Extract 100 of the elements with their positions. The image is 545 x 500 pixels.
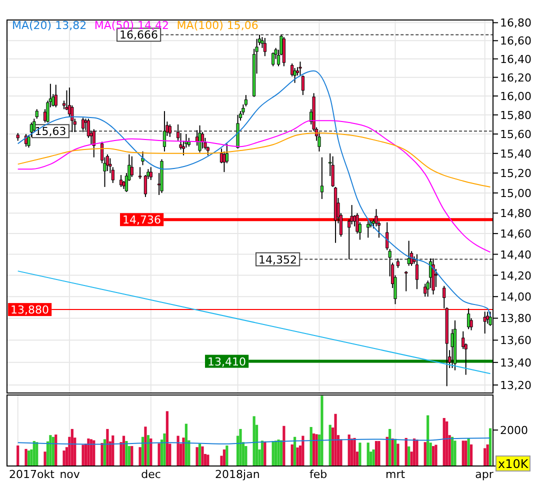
- bar: [49, 435, 52, 466]
- candlestick: [467, 308, 470, 330]
- candlestick: [320, 156, 324, 200]
- bar: [239, 428, 242, 466]
- y-tick-label: 14,60: [500, 228, 532, 241]
- candlestick: [198, 124, 202, 153]
- bar: [141, 436, 144, 466]
- bar: [470, 444, 473, 466]
- x-tick-label: 2017okt: [9, 468, 56, 481]
- y-tick-label: 16,20: [500, 71, 532, 84]
- candlestick: [65, 90, 68, 111]
- bar: [442, 418, 446, 466]
- bar: [264, 441, 266, 466]
- bar: [450, 436, 454, 466]
- bar: [106, 428, 109, 466]
- x-tick-label: nov: [60, 468, 80, 481]
- bar: [52, 436, 54, 466]
- bar: [274, 440, 278, 466]
- bar: [348, 434, 350, 466]
- y-tick-label: 16,60: [500, 34, 532, 48]
- y-tick-label: 13,80: [500, 312, 532, 326]
- text: MA(20) 13,82: [12, 19, 87, 32]
- candlestick: [407, 240, 410, 266]
- candlestick: [366, 220, 370, 238]
- bar: [87, 438, 90, 466]
- bar: [353, 438, 356, 466]
- bar: [163, 433, 166, 466]
- bar: [378, 441, 380, 466]
- candlestick: [141, 150, 144, 166]
- bar: [467, 438, 470, 466]
- bar: [70, 428, 74, 466]
- candlestick: [293, 68, 296, 84]
- candlestick: [424, 283, 427, 298]
- candlestick: [282, 36, 286, 67]
- y-tick-label: 13,20: [500, 379, 532, 392]
- bar: [386, 436, 388, 466]
- candlestick: [81, 117, 85, 133]
- x-tick-label: mrt: [386, 468, 406, 481]
- candlestick: [162, 110, 166, 152]
- bar: [32, 441, 36, 466]
- ref-line-label: 13,880: [10, 304, 50, 317]
- candlestick: [92, 128, 96, 158]
- ref-line-label: 14,352: [258, 253, 298, 266]
- bar: [374, 441, 378, 466]
- bar: [24, 448, 28, 466]
- bar: [446, 421, 448, 466]
- candlestick: [415, 254, 419, 290]
- y-tick-label: 14,40: [500, 248, 532, 262]
- bar: [201, 446, 204, 466]
- bar: [484, 448, 486, 466]
- bar: [36, 442, 38, 466]
- ref-line-label: 16,666: [120, 28, 158, 42]
- bar: [334, 414, 337, 466]
- bar: [198, 444, 202, 466]
- y-axis-title: x10K: [498, 457, 530, 471]
- candlestick: [138, 166, 142, 180]
- bar: [488, 428, 492, 466]
- bar: [280, 440, 283, 466]
- bar: [62, 450, 66, 466]
- bar: [206, 454, 210, 466]
- bar: [176, 436, 180, 466]
- y-tick-label: 14,00: [500, 290, 532, 304]
- bar: [412, 438, 416, 466]
- candlestick: [149, 166, 152, 180]
- bar: [296, 447, 299, 466]
- y-tick-label: 2000: [500, 424, 528, 438]
- ref-line-label: 13,410: [208, 355, 246, 368]
- y-tick-label: 16,40: [500, 52, 532, 66]
- bar: [252, 416, 256, 466]
- bar: [388, 428, 392, 466]
- bar: [391, 438, 394, 466]
- candlestick: [35, 108, 38, 120]
- bar: [244, 446, 248, 466]
- bar: [226, 446, 228, 466]
- bar: [277, 440, 280, 466]
- candlestick: [396, 258, 400, 268]
- bar: [146, 435, 150, 466]
- bar: [222, 449, 226, 466]
- bar: [144, 426, 147, 466]
- y-tick-label: 15,20: [500, 167, 532, 180]
- bar: [27, 450, 30, 466]
- y-tick-label: 16,00: [500, 90, 532, 103]
- bar: [103, 439, 106, 466]
- bar: [44, 452, 46, 466]
- bar: [90, 439, 92, 466]
- y-tick-label: 13,60: [500, 334, 532, 348]
- y-tick-label: 13,40: [500, 356, 532, 370]
- bar: [82, 444, 84, 466]
- bar: [328, 424, 332, 466]
- candlestick: [404, 270, 408, 292]
- candlestick: [130, 156, 134, 178]
- candlestick: [386, 222, 389, 251]
- bar: [100, 442, 104, 466]
- bar: [125, 441, 128, 466]
- bar: [464, 440, 468, 466]
- text: MA(100) 15,06: [176, 19, 258, 32]
- bar: [312, 433, 316, 466]
- y-tick-label: 14,80: [500, 207, 532, 220]
- bar: [150, 438, 152, 466]
- candlestick: [301, 74, 304, 96]
